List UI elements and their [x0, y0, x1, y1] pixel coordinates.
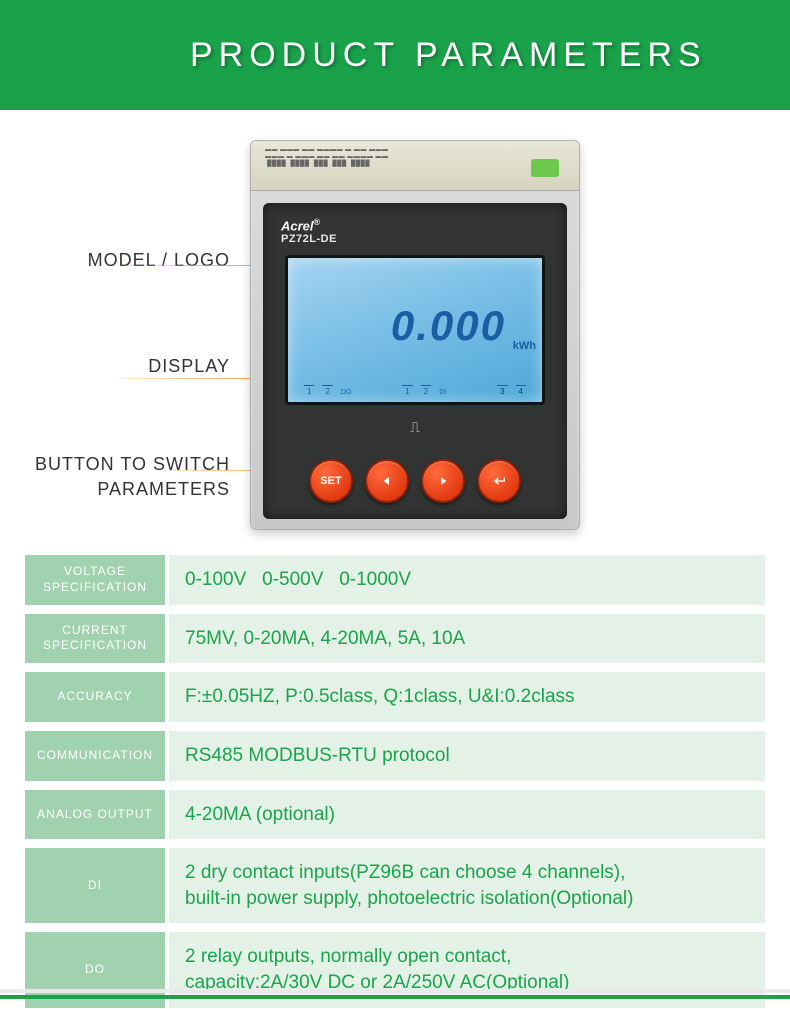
page-title: PRODUCT PARAMETERS: [190, 36, 707, 75]
footer-line: [0, 995, 790, 999]
spec-value: F:±0.05HZ, P:0.5class, Q:1class, U&I:0.2…: [169, 672, 765, 722]
callout-display-label: DISPLAY: [148, 356, 230, 377]
lcd-reading: 0.000: [391, 302, 506, 350]
spec-label: DI: [25, 848, 165, 923]
specs-table: VOLTAGE SPECIFICATION 0-100V 0-500V 0-10…: [0, 555, 790, 1008]
spec-row: DI 2 dry contact inputs(PZ96B can choose…: [25, 848, 765, 923]
spec-value: 75MV, 0-20MA, 4-20MA, 5A, 10A: [169, 614, 765, 664]
enter-button[interactable]: [477, 459, 521, 503]
set-button[interactable]: SET: [309, 459, 353, 503]
spec-value: 0-100V 0-500V 0-1000V: [169, 555, 765, 605]
device-mockup: ▬▬ ▬▬▬ ▬▬ ▬▬▬▬ ▬ ▬▬ ▬▬▬ ▬▬▬ ▬ ▬▬▬ ▬▬ ▬▬ …: [250, 140, 580, 530]
left-button[interactable]: [365, 459, 409, 503]
lcd-screen: 0.000 kWh 12DO 12DI 34: [285, 255, 545, 405]
lcd-unit: kWh: [513, 340, 536, 352]
device-face: Acrel® PZ72L-DE 0.000 kWh 12DO 12DI 34 ⎍…: [263, 203, 567, 519]
model-label: PZ72L-DE: [281, 233, 337, 245]
brand-logo: Acrel®: [281, 217, 320, 233]
button-row: SET: [263, 459, 567, 503]
right-button[interactable]: [421, 459, 465, 503]
spec-row: VOLTAGE SPECIFICATION 0-100V 0-500V 0-10…: [25, 555, 765, 605]
pulse-icon: ⎍: [410, 419, 420, 436]
spec-row: COMMUNICATION RS485 MODBUS-RTU protocol: [25, 731, 765, 781]
spec-row: ANALOG OUTPUT 4-20MA (optional): [25, 790, 765, 840]
device-top-panel: ▬▬ ▬▬▬ ▬▬ ▬▬▬▬ ▬ ▬▬ ▬▬▬ ▬▬▬ ▬ ▬▬▬ ▬▬ ▬▬ …: [251, 141, 579, 191]
header-bar: PRODUCT PARAMETERS: [0, 0, 790, 110]
spec-label: ANALOG OUTPUT: [25, 790, 165, 840]
qc-sticker: [531, 159, 559, 177]
callout-model-label: MODEL / LOGO: [88, 250, 230, 271]
spec-row: CURRENT SPECIFICATION 75MV, 0-20MA, 4-20…: [25, 614, 765, 664]
spec-row: ACCURACY F:±0.05HZ, P:0.5class, Q:1class…: [25, 672, 765, 722]
spec-label: CURRENT SPECIFICATION: [25, 614, 165, 664]
callout-buttons-label: BUTTON TO SWITCH PARAMETERS: [35, 452, 230, 502]
spec-value: RS485 MODBUS-RTU protocol: [169, 731, 765, 781]
spec-label: ACCURACY: [25, 672, 165, 722]
product-diagram: MODEL / LOGO DISPLAY BUTTON TO SWITCH PA…: [0, 110, 790, 555]
spec-label: VOLTAGE SPECIFICATION: [25, 555, 165, 605]
spec-value: 2 dry contact inputs(PZ96B can choose 4 …: [169, 848, 765, 923]
spec-value: 4-20MA (optional): [169, 790, 765, 840]
lcd-legend: 12DO 12DI 34: [304, 385, 526, 396]
spec-label: COMMUNICATION: [25, 731, 165, 781]
